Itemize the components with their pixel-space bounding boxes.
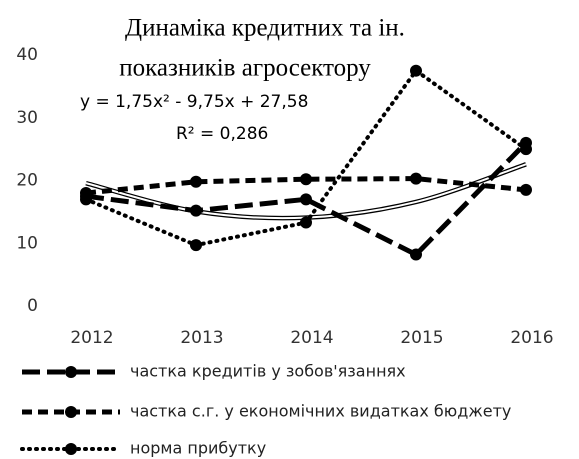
y-tick-label: 10 [16, 233, 38, 253]
y-tick-label: 40 [16, 45, 38, 65]
x-tick-label: 2014 [290, 328, 333, 348]
legend-label: норма прибутку [130, 439, 266, 458]
legend-marker [65, 406, 77, 418]
data-point [190, 204, 202, 217]
x-tick-label: 2015 [400, 328, 443, 348]
legend-marker [65, 366, 77, 378]
legend-marker [65, 443, 77, 455]
data-point [300, 193, 312, 206]
data-point [190, 239, 202, 252]
data-point [300, 216, 312, 229]
trend-equation: y = 1,75x² - 9,75x + 27,58 [80, 92, 308, 112]
trend-r2: R² = 0,286 [176, 124, 268, 144]
x-tick-label: 2012 [70, 328, 113, 348]
legend-label: частка кредитів у зобов'язаннях [130, 362, 406, 381]
data-point [410, 172, 422, 185]
chart-title: Динаміка кредитних та ін. [125, 15, 405, 42]
data-point [190, 175, 202, 188]
series-line [85, 176, 527, 196]
data-point [410, 64, 422, 77]
data-point [520, 183, 532, 196]
data-point [80, 193, 92, 206]
data-point [520, 143, 532, 156]
data-point [410, 248, 422, 261]
data-point [300, 173, 312, 186]
y-tick-label: 30 [16, 108, 38, 128]
legend-label: частка с.г. у економічних видатках бюдже… [130, 402, 511, 421]
x-tick-label: 2016 [510, 328, 553, 348]
chart-title: показників агросектору [119, 55, 371, 82]
x-tick-label: 2013 [180, 328, 223, 348]
y-tick-label: 20 [16, 171, 38, 191]
y-tick-label: 0 [27, 296, 38, 316]
